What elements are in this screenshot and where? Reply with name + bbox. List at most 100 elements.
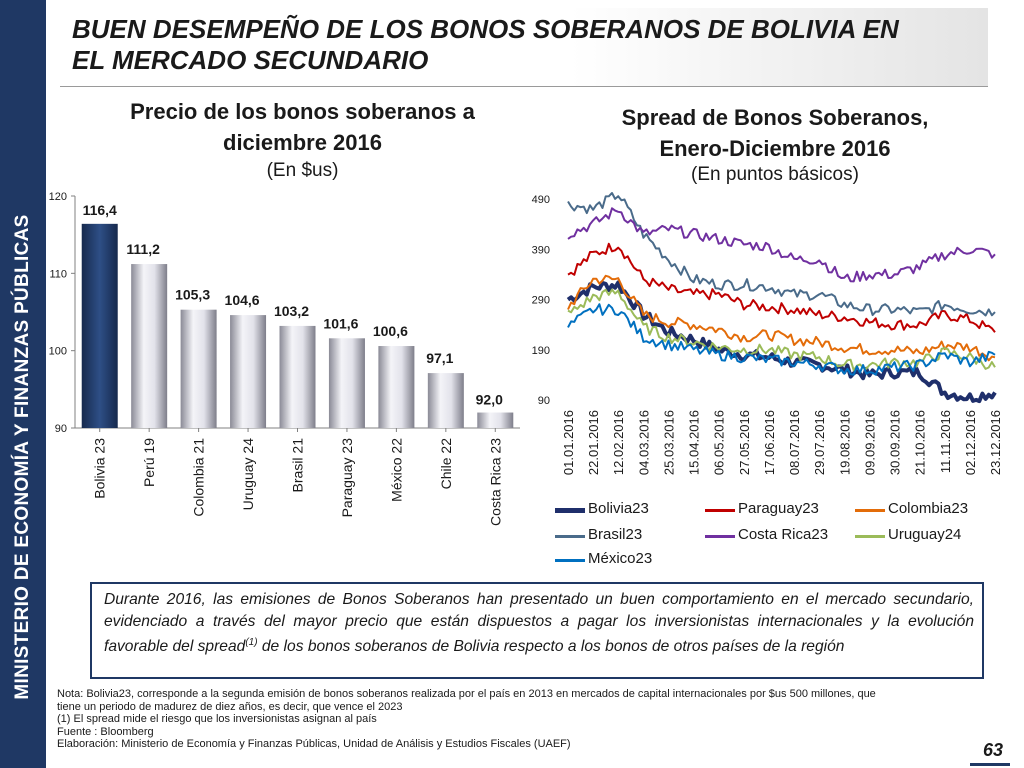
legend-label: Costa Rica23: [738, 526, 829, 543]
line-x-tick-label: 30.09.2016: [888, 410, 903, 475]
line-y-tick-label: 490: [532, 194, 550, 206]
series-line: [567, 242, 996, 333]
legend-label: Bolivia23: [588, 500, 649, 517]
line-x-tick-label: 25.03.2016: [661, 410, 676, 475]
line-chart-subtitle: (En puntos básicos): [691, 164, 859, 185]
series-line: [567, 207, 996, 283]
line-x-tick-label: 06.05.2016: [712, 410, 727, 475]
bar-data-label: 103,2: [274, 303, 309, 319]
bar: [378, 346, 415, 428]
title-divider: [60, 86, 988, 87]
bar-data-label: 111,2: [126, 241, 160, 257]
bar-category-label: Colombia 21: [191, 438, 207, 517]
page-number: 63: [983, 740, 1004, 760]
bar-category-label: Chile 22: [438, 438, 454, 490]
bar-category-label: Bolivia 23: [92, 438, 108, 499]
summary-text-end: de los bonos soberanos de Bolivia respec…: [257, 638, 845, 656]
series-line: [567, 288, 996, 372]
page-title: BUEN DESEMPEÑO DE LOS BONOS SOBERANOS DE…: [72, 14, 982, 76]
line-x-tick-label: 12.02.2016: [611, 410, 626, 475]
bar-data-label: 104,6: [225, 292, 260, 308]
line-y-tick-label: 290: [532, 295, 550, 307]
legend-label: Colombia23: [888, 500, 969, 517]
line-x-tick-label: 29.07.2016: [812, 410, 827, 475]
bar: [230, 315, 267, 428]
line-x-tick-label: 21.10.2016: [913, 410, 928, 475]
bar: [477, 412, 514, 428]
bar-category-label: Perú 19: [141, 438, 157, 487]
legend-label: Brasil23: [588, 526, 643, 543]
elaboration-line: Elaboración: Ministerio de Economía y Fi…: [57, 738, 571, 750]
legend-label: México23: [588, 550, 653, 567]
bar-category-label: México 22: [388, 438, 404, 502]
line-x-tick-label: 01.01.2016: [561, 410, 576, 475]
summary-text-main: Durante 2016, las emisiones de Bonos Sob…: [104, 591, 974, 656]
note-line: tiene un periodo de madurez de diez años…: [57, 700, 403, 713]
legend-swatch: [705, 509, 735, 512]
series-line: [566, 280, 997, 404]
line-y-tick-label: 90: [538, 395, 550, 407]
notes: Nota: Bolivia23, corresponde a la segund…: [57, 688, 997, 751]
series-line: [567, 303, 996, 376]
bar-category-label: Costa Rica 23: [487, 438, 503, 526]
bar: [81, 223, 118, 428]
footnote-line: (1) El spread mide el riesgo que los inv…: [57, 713, 377, 725]
line-x-tick-label: 27.05.2016: [737, 410, 752, 475]
line-y-tick-label: 190: [532, 345, 550, 357]
line-x-tick-label: 04.03.2016: [636, 410, 651, 475]
bar-chart-subtitle: (En $us): [266, 160, 339, 181]
legend-swatch: [555, 508, 585, 513]
bar: [279, 325, 316, 428]
bar-y-tick-label: 90: [55, 423, 67, 435]
line-chart-title-line-2: Enero-Diciembre 2016: [659, 136, 891, 161]
bar-chart-title: Precio de los bonos soberanos a diciembr…: [75, 96, 530, 158]
line-chart-legend: Bolivia23 Paraguay23 Colombia23 Brasil23 Cos…: [555, 500, 1015, 580]
bar-chart-title-line-2: diciembre 2016: [223, 130, 382, 155]
source-line: Fuente : Bloomberg: [57, 725, 154, 738]
note-line: Nota: Bolivia23, corresponde a la segund…: [57, 688, 876, 700]
legend-swatch: [555, 535, 585, 538]
line-x-tick-label: 23.12.2016: [988, 410, 1003, 475]
bar-category-label: Paraguay 23: [339, 438, 355, 518]
line-x-tick-label: 11.11.2016: [938, 410, 953, 473]
page-title-line-2: EL MERCADO SECUNDARIO: [72, 45, 429, 75]
footnote-marker: (1): [245, 637, 258, 648]
bar-data-label: 100,6: [373, 323, 408, 339]
legend-swatch: [855, 535, 885, 538]
series-line: [567, 192, 996, 317]
bar: [131, 264, 168, 428]
line-x-tick-label: 02.12.2016: [963, 410, 978, 475]
page-title-line-1: BUEN DESEMPEÑO DE LOS BONOS SOBERANOS DE…: [72, 14, 899, 44]
line-x-tick-label: 08.07.2016: [787, 410, 802, 475]
bar: [427, 373, 464, 428]
bar-y-tick-label: 110: [49, 268, 67, 280]
series-line: [567, 274, 996, 362]
sidebar: MINISTERIO DE ECONOMÍA Y FINANZAS PÚBLIC…: [0, 0, 46, 768]
line-x-tick-label: 15.04.2016: [687, 410, 702, 475]
line-chart-title-line-1: Spread de Bonos Soberanos,: [621, 105, 929, 130]
legend-swatch: [705, 535, 735, 538]
bar-data-label: 92,0: [476, 392, 503, 408]
title-band: [60, 8, 988, 86]
summary-box: Durante 2016, las emisiones de Bonos Sob…: [90, 582, 984, 679]
bar-data-label: 101,6: [323, 315, 358, 331]
line-x-tick-label: 17.06.2016: [762, 410, 777, 475]
legend-label: Uruguay24: [888, 526, 962, 543]
line-x-tick-label: 09.09.2016: [862, 410, 877, 475]
line-chart-title: Spread de Bonos Soberanos, Enero-Diciemb…: [545, 102, 1005, 164]
bar-chart-title-line-1: Precio de los bonos soberanos a: [130, 99, 475, 124]
page-number-underline: [970, 763, 1010, 766]
line-y-tick-label: 390: [532, 244, 550, 256]
summary-text: Durante 2016, las emisiones de Bonos Sob…: [104, 589, 974, 658]
legend-swatch: [855, 509, 885, 512]
bar-data-label: 105,3: [175, 287, 210, 303]
legend-swatch: [555, 559, 585, 562]
bar-data-label: 116,4: [83, 202, 117, 218]
bar-category-label: Uruguay 24: [240, 438, 256, 511]
bar-category-label: Brasil 21: [290, 438, 306, 493]
line-x-tick-label: 22.01.2016: [586, 410, 601, 475]
bar: [180, 309, 217, 428]
bar-y-tick-label: 100: [49, 346, 67, 358]
